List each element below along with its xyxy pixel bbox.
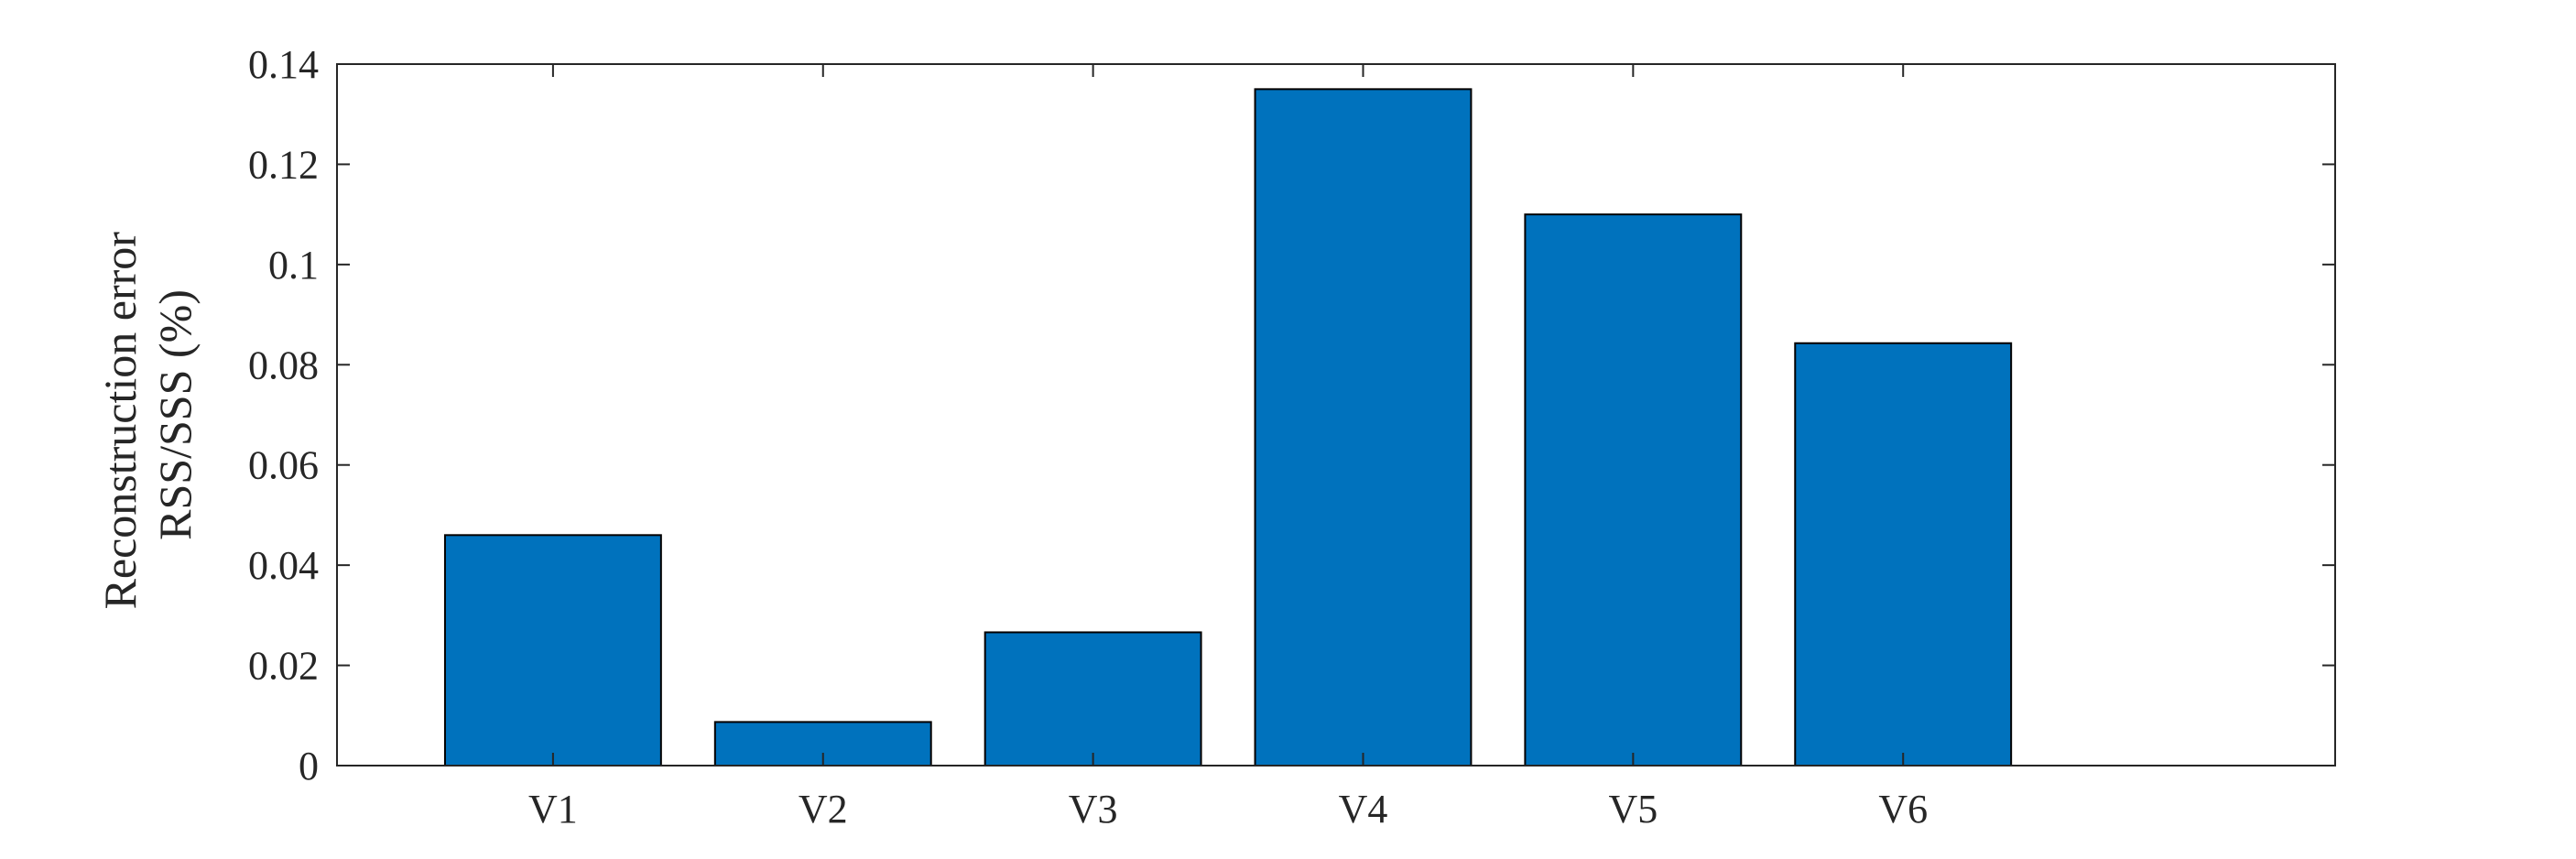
x-tick-label-v5: V5 [1608,787,1658,832]
x-tick-label-v3: V3 [1069,787,1118,832]
bar-v4 [1254,88,1473,767]
x-tick-label-v4: V4 [1339,787,1388,832]
y-tick-labels: 0 0.02 0.04 0.06 0.08 0.1 0.12 0.14 [248,42,319,788]
axes-box [336,63,2336,767]
x-tick-label-v2: V2 [799,787,848,832]
y-tick-label: 0.1 [268,243,319,288]
y-tick-label: 0.12 [248,142,319,187]
y-axis-title: Reconstruction error RSS/SSS (%) [94,221,201,610]
bar-v5 [1524,213,1743,767]
y-tick-label: 0 [299,744,319,788]
bar-v6 [1794,342,2013,767]
bars-layer [443,88,2013,767]
y-tick-label: 0.04 [248,543,319,588]
y-tick-label: 0.08 [248,343,319,387]
y-tick-label: 0.06 [248,443,319,488]
x-tick-label-v6: V6 [1878,787,1928,832]
y-axis-title-line-2: RSS/SSS (%) [149,289,201,540]
x-tick-labels: V1 V2 V3 V4 V5 V6 [528,787,1928,832]
bar-v1 [443,534,662,767]
y-tick-label: 0.14 [248,42,319,87]
y-axis-title-line-1: Reconstruction error [94,232,146,610]
x-tick-label-v1: V1 [528,787,578,832]
y-tick-label: 0.02 [248,644,319,689]
bar-v3 [984,631,1202,767]
